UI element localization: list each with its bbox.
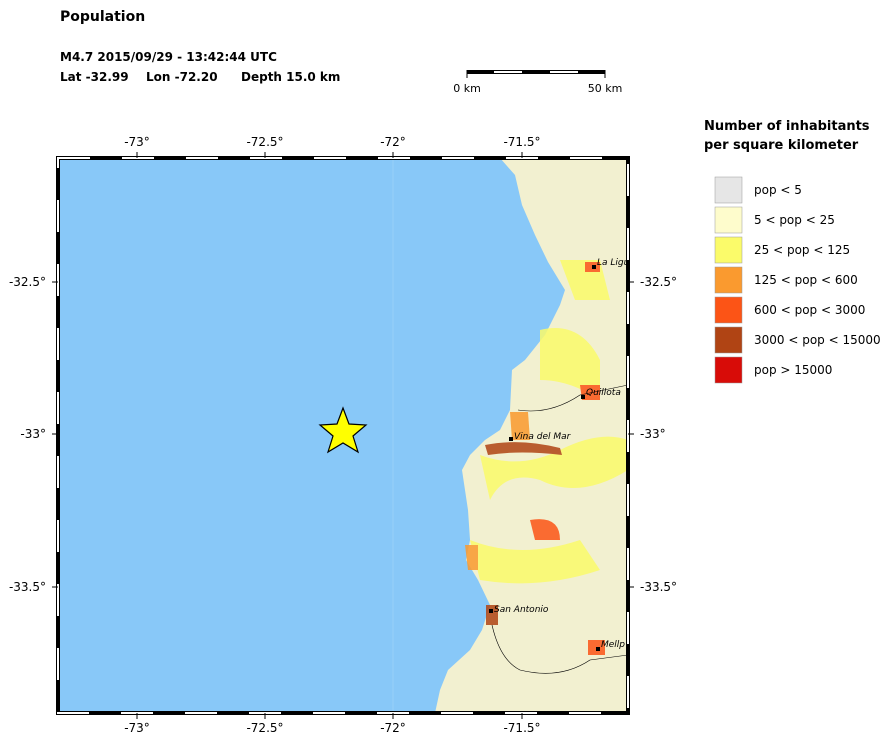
- lon-label: -72°: [380, 721, 406, 735]
- depth: Depth 15.0 km: [241, 70, 340, 84]
- map: La Ligu Quillota Vina del Mar San Antoni…: [56, 156, 630, 715]
- populated-areas: [465, 260, 628, 655]
- lat-label: -33°: [640, 427, 666, 441]
- lon: Lon -72.20: [146, 70, 218, 84]
- legend-swatch: [714, 176, 743, 204]
- lon-label: -73°: [124, 135, 150, 149]
- lon-label: -71.5°: [503, 135, 540, 149]
- frame-pattern: [57, 157, 629, 714]
- legend-label: 600 < pop < 3000: [754, 303, 865, 317]
- city-label: Vina del Mar: [514, 432, 572, 442]
- city-label: La Ligu: [597, 258, 630, 268]
- legend-swatch: [714, 266, 743, 294]
- legend-title: per square kilometer: [704, 138, 859, 153]
- lon-label: -73°: [124, 721, 150, 735]
- lat-label: -32.5°: [640, 275, 677, 289]
- epicenter: [318, 406, 368, 454]
- scale-bar: 0 km 50 km: [453, 70, 622, 95]
- legend-label: 25 < pop < 125: [754, 243, 850, 257]
- legend-title: Number of inhabitants: [704, 119, 870, 134]
- legend-swatch: [714, 326, 743, 354]
- city-label: San Antonio: [494, 605, 549, 615]
- legend-label: 5 < pop < 25: [754, 213, 835, 227]
- lat-label: -33.5°: [640, 580, 677, 594]
- legend-swatch: [714, 296, 743, 324]
- city-label: Quillota: [586, 388, 621, 398]
- legend-label: 125 < pop < 600: [754, 273, 858, 287]
- event: M4.7 2015/09/29 - 13:42:44 UTC: [60, 50, 277, 64]
- scale-start: 0 km: [453, 82, 481, 95]
- scale-end: 50 km: [588, 82, 623, 95]
- lat-label: -32.5°: [9, 275, 46, 289]
- legend-label: pop > 15000: [754, 363, 832, 377]
- lon-label: -71.5°: [503, 721, 540, 735]
- lon-label: -72.5°: [246, 721, 283, 735]
- legend-swatch: [714, 236, 743, 264]
- legend-label: pop < 5: [754, 183, 802, 197]
- legend-swatch: [714, 206, 743, 234]
- lat: Lat -32.99: [60, 70, 129, 84]
- legend-swatch: [714, 356, 743, 384]
- lon-label: -72.5°: [246, 135, 283, 149]
- lat-label: -33.5°: [9, 580, 46, 594]
- lat-label: -33°: [20, 427, 46, 441]
- title: Population: [60, 9, 145, 25]
- legend-label: 3000 < pop < 15000: [754, 333, 881, 347]
- lon-label: -72°: [380, 135, 406, 149]
- city-label: Mellp: [601, 640, 625, 650]
